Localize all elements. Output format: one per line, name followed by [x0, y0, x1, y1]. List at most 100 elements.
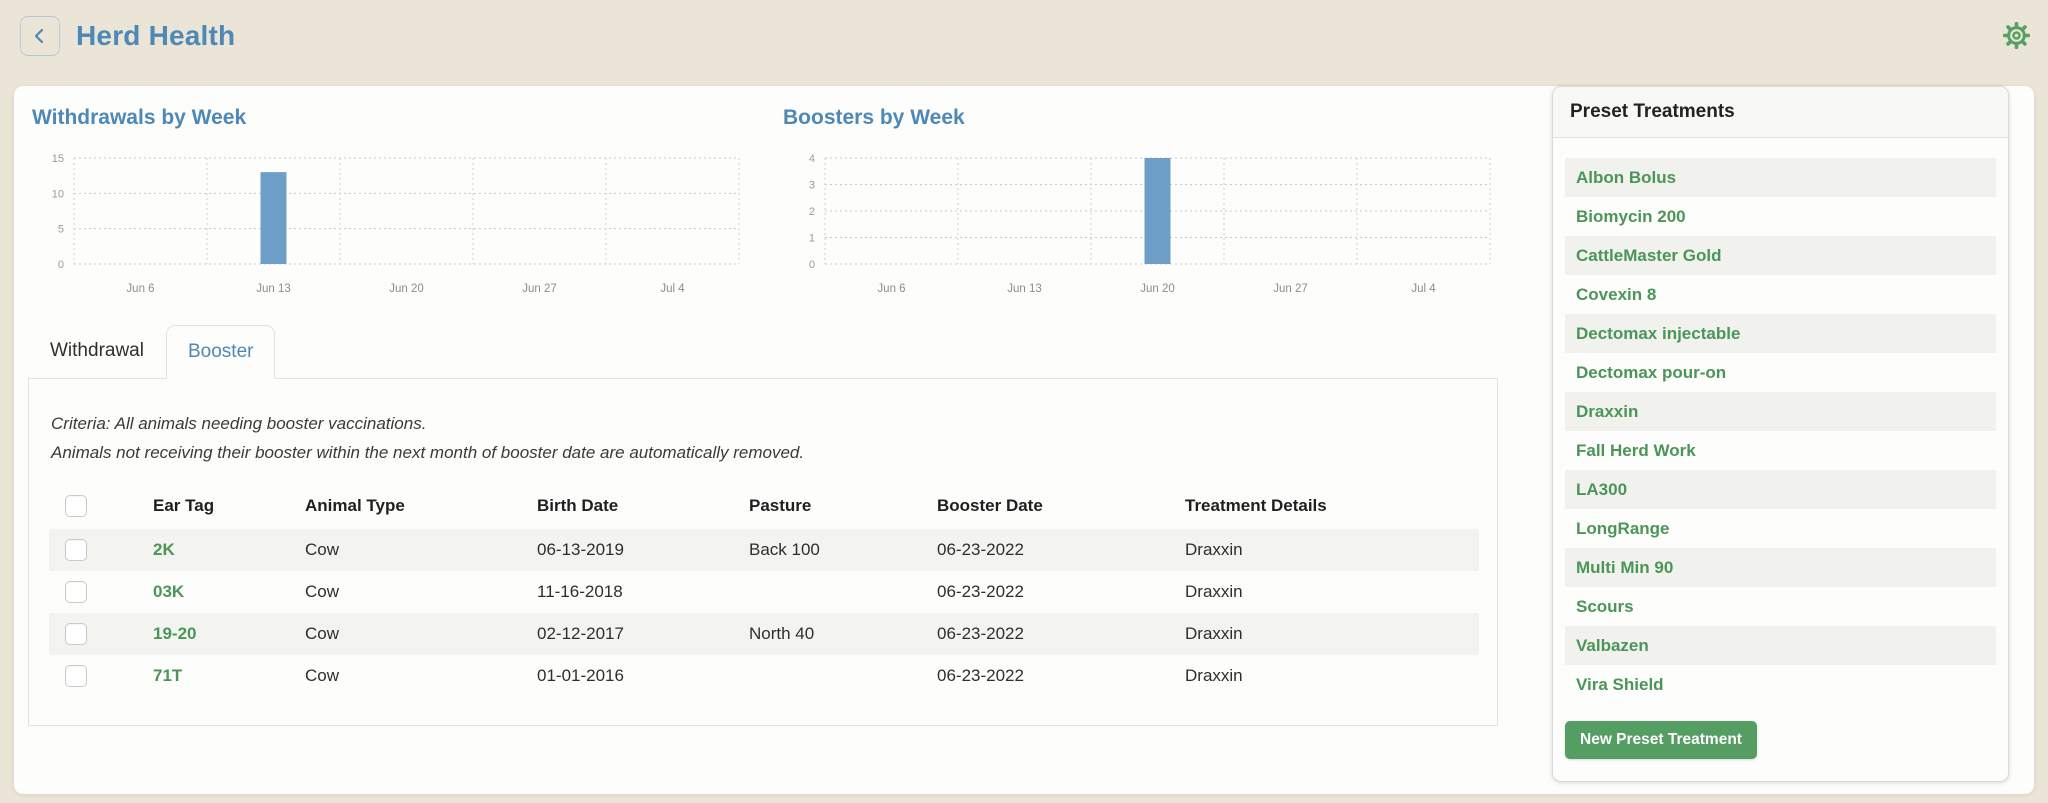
preset-treatments-card: Preset Treatments Albon Bolus Biomycin 20… — [1552, 86, 2009, 782]
pasture-cell — [733, 571, 921, 613]
x-tick-label: Jun 13 — [256, 283, 291, 295]
booster-table: Ear Tag Animal Type Birth Date Pasture Boost… — [49, 483, 1479, 697]
booster-date-cell: 06-23-2022 — [937, 666, 1024, 685]
pasture-cell — [733, 655, 921, 697]
pasture-cell: North 40 — [749, 624, 815, 643]
treatment-details-cell: Draxxin — [1185, 540, 1243, 559]
pasture-cell: Back 100 — [749, 540, 820, 559]
x-tick-label: Jun 27 — [1273, 283, 1308, 295]
charts-row: Withdrawals by Week 0 5 10 15 Jun 6 Jun 13 Jun… — [28, 98, 1498, 303]
y-tick-label: 0 — [58, 259, 64, 271]
preset-treatment-item[interactable]: Covexin 8 — [1576, 285, 1657, 304]
withdrawals-chart-plot: 0 5 10 15 Jun 6 Jun 13 Jun 20 Jun 27 Jul 4 — [28, 148, 747, 303]
preset-treatment-item[interactable]: Fall Herd Work — [1576, 441, 1696, 460]
y-tick-label: 1 — [809, 233, 815, 245]
animal-type-cell: Cow — [305, 624, 340, 643]
treatment-details-cell: Draxxin — [1185, 666, 1243, 685]
preset-treatment-item[interactable]: Draxxin — [1565, 392, 1996, 431]
treatment-details-cell: Draxxin — [1185, 624, 1243, 643]
y-tick-label: 15 — [52, 153, 64, 165]
settings-gear-icon[interactable] — [2003, 22, 2030, 49]
tab-booster[interactable]: Booster — [165, 325, 276, 379]
booster-date-cell: 06-23-2022 — [937, 540, 1024, 559]
column-header: Animal Type — [305, 496, 405, 515]
animal-type-cell: Cow — [305, 666, 340, 685]
y-tick-label: 5 — [58, 224, 64, 236]
y-tick-label: 3 — [809, 180, 815, 192]
booster-date-cell: 06-23-2022 — [937, 624, 1024, 643]
withdrawals-chart-title: Withdrawals by Week — [32, 106, 247, 129]
ear-tag-link[interactable]: 19-20 — [153, 624, 197, 643]
animal-type-cell: Cow — [305, 540, 340, 559]
x-tick-label: Jun 13 — [1007, 283, 1042, 295]
preset-treatment-item[interactable]: Dectomax pour-on — [1576, 363, 1727, 382]
withdrawals-chart: Withdrawals by Week 0 5 10 15 Jun 6 Jun 13 Jun… — [28, 98, 747, 303]
column-header: Treatment Details — [1185, 496, 1327, 515]
tab-bar: Withdrawal Booster — [28, 325, 1498, 379]
chart-bar — [260, 172, 287, 264]
ear-tag-link[interactable]: 03K — [153, 582, 185, 601]
y-tick-label: 0 — [809, 259, 815, 271]
criteria-line-1: Criteria: All animals needing booster va… — [51, 414, 427, 433]
chart-svg: 0 1 2 3 4 Jun 6 Jun 13 Jun 20 Jun 27 Jul 4 — [809, 153, 1491, 295]
preset-treatment-item[interactable]: Dectomax injectable — [1565, 314, 1996, 353]
preset-treatment-item[interactable]: Valbazen — [1565, 626, 1996, 665]
y-tick-label: 2 — [809, 206, 815, 218]
page-title: Herd Health — [76, 19, 236, 51]
ear-tag-link[interactable]: 2K — [153, 540, 175, 559]
animal-type-cell: Cow — [305, 582, 340, 601]
chevron-left-icon — [34, 28, 44, 43]
table-header-row: Ear Tag Animal Type Birth Date Pasture Boost… — [49, 483, 1479, 529]
content-area: Withdrawals by Week 0 5 10 15 Jun 6 Jun 13 Jun… — [14, 86, 1512, 738]
birth-date-cell: 11-16-2018 — [537, 582, 623, 601]
preset-treatments-title: Preset Treatments — [1553, 87, 2008, 138]
boosters-chart-title: Boosters by Week — [783, 106, 965, 129]
x-tick-label: Jun 6 — [877, 283, 905, 295]
preset-treatment-item[interactable]: Vira Shield — [1576, 675, 1664, 694]
column-header: Ear Tag — [153, 496, 215, 515]
back-button[interactable] — [20, 15, 60, 56]
column-header: Pasture — [749, 496, 812, 515]
table-row: 2K Cow 06-13-2019 Back 100 06-23-2022 Draxxin — [49, 529, 1479, 571]
preset-treatment-item[interactable]: Albon Bolus — [1565, 158, 1996, 197]
row-checkbox[interactable] — [65, 623, 87, 645]
table-row: 19-20 Cow 02-12-2017 North 40 06-23-2022 Drax… — [49, 613, 1479, 655]
select-all-checkbox[interactable] — [65, 495, 87, 517]
criteria-text: Criteria: All animals needing booster va… — [51, 409, 1477, 467]
preset-treatment-item[interactable]: Scours — [1576, 597, 1634, 616]
criteria-line-2: Animals not receiving their booster with… — [51, 443, 805, 462]
birth-date-cell: 02-12-2017 — [537, 624, 624, 643]
x-tick-label: Jun 27 — [522, 283, 557, 295]
boosters-chart-plot: 0 1 2 3 4 Jun 6 Jun 13 Jun 20 Jun 27 Jul 4 — [779, 148, 1498, 303]
booster-tab-panel: Criteria: All animals needing booster va… — [28, 378, 1498, 726]
row-checkbox[interactable] — [65, 539, 87, 561]
preset-treatment-item[interactable]: Biomycin 200 — [1576, 207, 1686, 226]
treatment-details-cell: Draxxin — [1185, 582, 1243, 601]
chart-svg: 0 5 10 15 Jun 6 Jun 13 Jun 20 Jun 27 Jul 4 — [52, 153, 740, 295]
birth-date-cell: 06-13-2019 — [537, 540, 624, 559]
y-tick-label: 4 — [809, 153, 815, 165]
row-checkbox[interactable] — [65, 665, 87, 687]
column-header: Birth Date — [537, 496, 619, 515]
x-tick-label: Jul 4 — [1411, 283, 1436, 295]
x-tick-label: Jun 20 — [389, 283, 424, 295]
x-tick-label: Jun 6 — [126, 283, 154, 295]
preset-treatment-item[interactable]: LongRange — [1576, 519, 1670, 538]
preset-treatment-item[interactable]: CattleMaster Gold — [1565, 236, 1996, 275]
ear-tag-link[interactable]: 71T — [153, 666, 183, 685]
preset-treatment-item[interactable]: LA300 — [1565, 470, 1996, 509]
preset-treatments-list: Albon Bolus Biomycin 200 CattleMaster Gold… — [1553, 138, 2008, 717]
preset-treatment-item[interactable]: Multi Min 90 — [1565, 548, 1996, 587]
tab-withdrawal[interactable]: Withdrawal — [50, 340, 144, 361]
x-tick-label: Jun 20 — [1140, 283, 1175, 295]
table-row: 71T Cow 01-01-2016 06-23-2022 Draxxin — [49, 655, 1479, 697]
top-bar: Herd Health — [0, 0, 2048, 71]
x-tick-label: Jul 4 — [660, 283, 685, 295]
column-header: Booster Date — [937, 496, 1043, 515]
booster-date-cell: 06-23-2022 — [937, 582, 1024, 601]
booster-table-body: 2K Cow 06-13-2019 Back 100 06-23-2022 Draxxin… — [49, 529, 1479, 697]
table-row: 03K Cow 11-16-2018 06-23-2022 Draxxin — [49, 571, 1479, 613]
new-preset-treatment-button[interactable]: New Preset Treatment — [1565, 721, 1757, 759]
row-checkbox[interactable] — [65, 581, 87, 603]
main-panel: Withdrawals by Week 0 5 10 15 Jun 6 Jun 13 Jun… — [13, 85, 2035, 795]
